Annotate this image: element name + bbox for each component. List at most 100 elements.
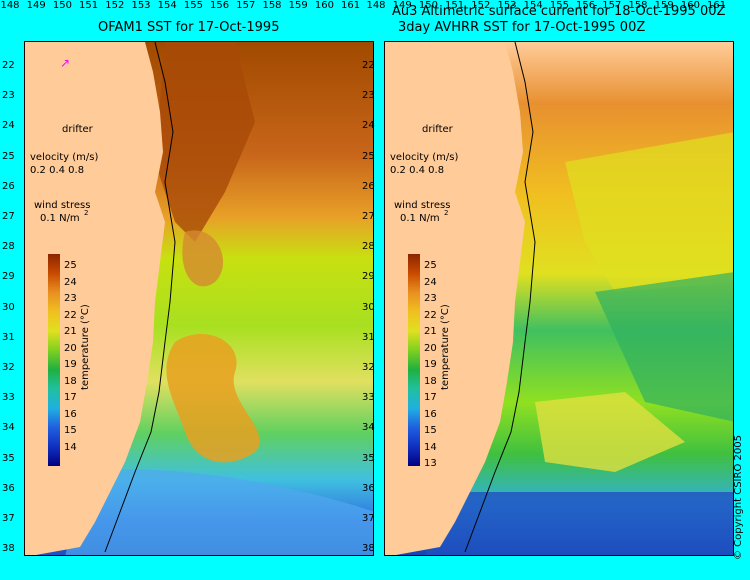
lat-label: 25 [362, 150, 375, 162]
lon-label: 152 [471, 0, 491, 11]
colorbar-tick: 19 [64, 359, 77, 370]
right-map [384, 41, 734, 556]
lon-label: 161 [707, 0, 727, 11]
lon-label: 154 [523, 0, 543, 11]
lat-label: 23 [362, 90, 375, 102]
lon-label: 149 [26, 0, 46, 11]
lat-label: 35 [2, 452, 15, 464]
lat-label: 32 [2, 362, 15, 373]
right-title-line2: 3day AVHRR SST for 17-Oct-1995 00Z [398, 20, 646, 35]
left-colorbar-label: temperature (°C) [80, 304, 91, 390]
lat-label: 36 [362, 482, 375, 494]
lon-label: 148 [0, 0, 20, 11]
lon-label: 159 [654, 0, 674, 11]
lat-label: 29 [362, 271, 375, 283]
colorbar-tick: 14 [424, 441, 437, 453]
lon-label: 160 [314, 0, 334, 11]
lon-label: 149 [392, 0, 412, 11]
lon-label: 155 [549, 0, 569, 11]
australia-land [385, 42, 525, 555]
left-wind-label: wind stress [34, 200, 91, 211]
right-colorbar [408, 254, 420, 466]
lon-label: 156 [210, 0, 230, 11]
right-drifter-label: drifter [422, 124, 453, 135]
colorbar-tick: 25 [424, 260, 437, 271]
lat-label: 31 [2, 331, 15, 343]
copyright-text: © Copyright CSIRO 2005 [733, 435, 744, 560]
right-wind-label: wind stress [394, 200, 451, 211]
lon-label: 151 [445, 0, 465, 11]
lon-label: 161 [341, 0, 361, 11]
lat-label: 35 [362, 452, 375, 464]
lat-label: 23 [2, 90, 15, 102]
colorbar-tick: 14 [64, 441, 77, 453]
lon-label: 158 [628, 0, 648, 11]
australia-land [25, 42, 165, 555]
left-velocity-label: velocity (m/s) [30, 152, 99, 163]
lat-label: 28 [362, 241, 375, 253]
right-wind-value: 0.1 N/m [400, 213, 440, 224]
lon-label: 148 [366, 0, 386, 11]
lat-label: 24 [2, 120, 15, 132]
lat-label: 33 [2, 392, 15, 404]
lat-label: 38 [2, 543, 15, 555]
lon-label: 154 [157, 0, 177, 11]
lat-label: 26 [362, 180, 375, 192]
colorbar-tick: 15 [64, 425, 77, 436]
lat-label: 38 [362, 543, 375, 555]
colorbar-tick: 18 [64, 375, 77, 387]
lat-label: 25 [2, 150, 15, 162]
lat-label: 30 [362, 301, 375, 313]
left-map: ↗ [24, 41, 374, 556]
colorbar-tick: 15 [424, 425, 437, 436]
right-title-line1: Au3 Altimetric surface current for 18-Oc… [392, 4, 726, 19]
colorbar-tick: 25 [64, 260, 77, 271]
right-colorbar-label: temperature (°C) [440, 304, 451, 390]
lat-label: 27 [362, 211, 375, 222]
colorbar-tick: 13 [424, 458, 437, 469]
left-drifter-label: drifter [62, 124, 93, 135]
left-velocity-ticks: 0.2 0.4 0.8 [30, 165, 85, 176]
colorbar-tick: 18 [424, 375, 437, 387]
lat-label: 32 [362, 362, 375, 373]
lat-label: 36 [2, 482, 15, 494]
lon-label: 150 [52, 0, 72, 11]
colorbar-tick: 22 [424, 309, 437, 321]
left-colorbar [48, 254, 60, 466]
lon-label: 151 [79, 0, 99, 11]
lon-label: 156 [576, 0, 596, 11]
left-sst-field: ↗ [25, 42, 373, 555]
colorbar-tick: 17 [64, 392, 77, 403]
lat-label: 31 [362, 331, 375, 343]
lat-label: 27 [2, 211, 15, 222]
lon-label: 157 [602, 0, 622, 11]
left-wind-exponent: 2 [84, 209, 89, 217]
lon-label: 160 [680, 0, 700, 11]
lat-label: 30 [2, 301, 15, 313]
colorbar-tick: 22 [64, 309, 77, 321]
colorbar-tick: 24 [424, 276, 437, 288]
left-title: OFAM1 SST for 17-Oct-1995 [98, 20, 280, 35]
right-velocity-label: velocity (m/s) [390, 152, 459, 163]
lon-label: 153 [497, 0, 517, 11]
lat-label: 22 [362, 60, 375, 71]
lon-label: 150 [418, 0, 438, 11]
right-velocity-ticks: 0.2 0.4 0.8 [390, 165, 445, 176]
lon-label: 153 [131, 0, 151, 11]
colorbar-tick: 19 [424, 359, 437, 370]
lat-label: 29 [2, 271, 15, 283]
left-wind-value: 0.1 N/m [40, 213, 80, 224]
lat-label: 37 [362, 513, 375, 524]
lat-label: 34 [2, 422, 15, 434]
colorbar-tick: 16 [424, 408, 437, 420]
lon-label: 155 [183, 0, 203, 11]
lat-label: 28 [2, 241, 15, 253]
right-wind-exponent: 2 [444, 209, 449, 217]
right-sst-field [385, 42, 733, 555]
lat-label: 22 [2, 60, 15, 71]
lat-label: 37 [2, 513, 15, 524]
colorbar-tick: 21 [64, 326, 77, 337]
colorbar-tick: 21 [424, 326, 437, 337]
colorbar-tick: 23 [64, 293, 77, 304]
colorbar-tick: 20 [64, 342, 77, 354]
